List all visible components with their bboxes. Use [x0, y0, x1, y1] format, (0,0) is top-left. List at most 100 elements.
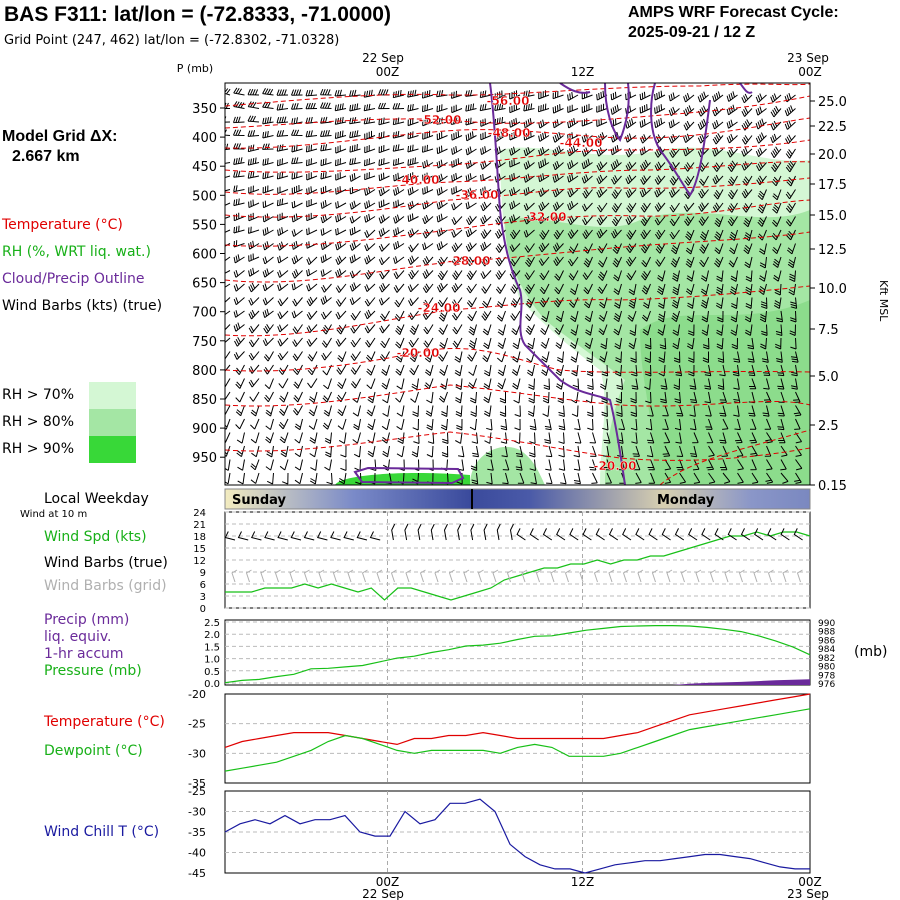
- wind-barb: [349, 226, 361, 236]
- wind-barb: [727, 148, 738, 158]
- wind-barb: [262, 101, 274, 109]
- wind-barb-true: [529, 528, 539, 541]
- wind-barb: [626, 229, 637, 240]
- precip-ytick-label: 0.5: [204, 667, 220, 678]
- wind-barb: [626, 270, 637, 281]
- wind-barb-grid: [782, 569, 789, 583]
- wind-barb: [785, 189, 796, 200]
- wind-barb: [276, 89, 289, 96]
- wind-barb: [233, 225, 245, 234]
- wind-barb: [742, 202, 753, 213]
- wind-barb: [306, 310, 318, 320]
- wind-barb: [669, 161, 680, 172]
- wind-barb-grid: [448, 569, 455, 583]
- wind-barb: [349, 89, 361, 97]
- wind-barb: [644, 378, 651, 390]
- wind-barb: [514, 405, 521, 417]
- wind-barb: [440, 418, 448, 431]
- wind-barb: [669, 148, 680, 158]
- wind-barb: [720, 459, 728, 471]
- wind-barb: [378, 102, 390, 110]
- temperature-contour: [225, 83, 810, 107]
- wind-barb: [363, 89, 376, 98]
- wind-barb: [294, 418, 303, 431]
- wind-barb: [657, 283, 666, 296]
- wind-barb-true: [608, 528, 619, 541]
- wind-barb: [466, 256, 477, 267]
- wind-barb: [794, 418, 801, 430]
- wind-barb: [755, 118, 767, 130]
- wind-barb: [648, 472, 656, 484]
- wind-barb-grid: [695, 569, 702, 583]
- wind-barb: [320, 144, 332, 152]
- wind-barb: [685, 256, 695, 268]
- wind-barb: [757, 202, 767, 214]
- wind-barb: [499, 405, 507, 417]
- wind-barb: [233, 310, 245, 318]
- wind-barb-true: [595, 528, 605, 541]
- wind-barb: [279, 459, 289, 471]
- temperature-ytick-label: -35: [188, 777, 206, 790]
- wind-barb: [439, 364, 448, 376]
- wind-barb: [247, 130, 260, 137]
- wind-barb: [597, 283, 608, 294]
- wind-barb: [717, 310, 724, 323]
- wind-barb: [294, 445, 303, 458]
- wind-barb: [730, 324, 738, 336]
- wind-barb: [378, 199, 390, 209]
- p-axis-label: P (mb): [177, 62, 213, 75]
- wind-barb: [570, 351, 579, 363]
- wind-barb: [487, 459, 494, 471]
- wind-spd-label: Wind Spd (kts): [44, 529, 147, 545]
- wind-barb: [660, 391, 667, 404]
- xs-frame: [224, 82, 811, 486]
- p-tick-label: 650: [192, 277, 217, 292]
- wind-barb: [396, 378, 405, 390]
- wind-barb: [558, 459, 566, 471]
- wind-barb: [480, 131, 492, 141]
- wind-barb: [567, 256, 579, 267]
- wind-barb: [668, 92, 680, 102]
- wind-barb-true: [224, 531, 236, 541]
- cloud-outline: [489, 83, 626, 485]
- temperature-panel-frame: [224, 693, 811, 784]
- wind-barb: [262, 116, 274, 125]
- wind-barb: [247, 88, 260, 96]
- wind-barb: [658, 351, 666, 363]
- wind-barb: [278, 418, 289, 430]
- wind-barb: [712, 106, 724, 117]
- wind-barb: [513, 432, 521, 444]
- wind-barb: [654, 229, 666, 240]
- wind-barb: [523, 90, 535, 98]
- wind-barb: [291, 144, 303, 153]
- wind-barb: [596, 228, 608, 239]
- kft-tick-label: 10.0: [818, 282, 847, 297]
- wind-barb: [320, 171, 332, 180]
- wind-barb: [451, 283, 463, 293]
- wind-barb: [364, 297, 376, 307]
- wind-barb: [669, 229, 680, 240]
- wind-barb-true: [661, 528, 671, 541]
- wind-barb: [235, 378, 245, 389]
- windchill-ytick-label: -45: [188, 867, 206, 880]
- wind-barb: [538, 90, 550, 100]
- wind-barb: [494, 187, 506, 197]
- wind-barb: [785, 216, 796, 227]
- wind-barb: [736, 445, 744, 457]
- wind-barb: [610, 145, 622, 156]
- wind-barb: [639, 119, 651, 128]
- cloud-outline: [650, 83, 711, 197]
- wind-barb: [629, 324, 637, 336]
- wind-barb: [225, 364, 231, 373]
- wind-barb: [396, 445, 405, 458]
- wind-barb: [349, 130, 361, 139]
- wind-barb-true: [635, 528, 645, 541]
- wind-barb: [247, 144, 260, 153]
- wind-barb: [237, 459, 245, 471]
- wind-barb-true: [648, 528, 658, 541]
- wind-barb-grid: [564, 569, 571, 583]
- wind-barb-grid: [361, 569, 368, 583]
- wind-barb: [436, 159, 448, 169]
- wind-barb: [277, 297, 289, 307]
- wind-barb: [733, 405, 740, 417]
